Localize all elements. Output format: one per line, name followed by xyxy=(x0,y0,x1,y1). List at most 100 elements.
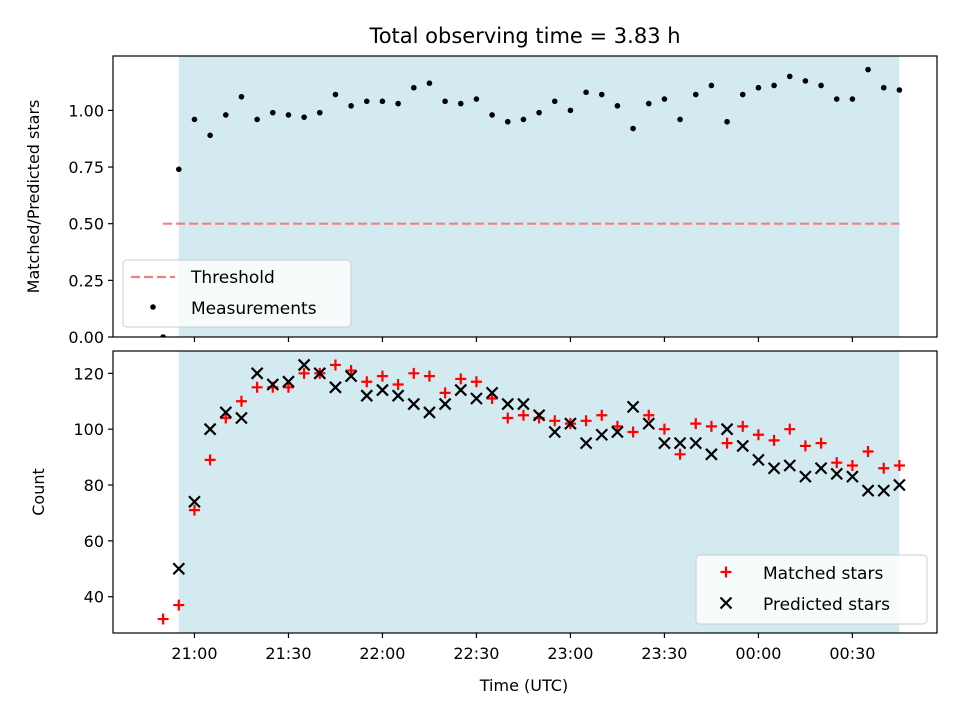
matched-star-point xyxy=(705,420,717,432)
axes-frame xyxy=(112,55,938,338)
measurement-point xyxy=(536,109,542,116)
y-tick-label: 0.50 xyxy=(68,215,104,234)
measurement-point xyxy=(175,166,182,173)
axes-frame xyxy=(112,350,938,634)
measurement-point xyxy=(410,84,417,91)
measurement-point xyxy=(348,103,354,109)
x-tick-label: 23:00 xyxy=(547,644,593,663)
measurement-point xyxy=(677,116,683,123)
predicted-star-point xyxy=(658,436,671,450)
predicted-star-point xyxy=(736,439,750,453)
predicted-star-point xyxy=(673,436,687,450)
measurement-point xyxy=(520,116,527,123)
predicted-star-point xyxy=(861,484,875,497)
legend-matched-swatch xyxy=(720,566,732,578)
measurement-point xyxy=(645,100,652,107)
y-tick-label: 60 xyxy=(84,532,104,551)
legend-measurement-swatch xyxy=(150,304,156,310)
matched-star-point xyxy=(627,426,639,438)
predicted-star-point xyxy=(266,378,280,391)
measurement-point xyxy=(849,96,856,102)
matched-star-point xyxy=(329,359,341,371)
matched-star-point xyxy=(580,415,592,427)
predicted-star-point xyxy=(203,422,217,436)
measurement-point xyxy=(692,91,699,98)
measurement-point xyxy=(551,98,558,105)
matched-star-point xyxy=(455,373,467,385)
matched-star-point xyxy=(596,409,608,421)
y-axis-title: Matched/Predicted stars xyxy=(24,100,43,294)
measurement-point xyxy=(865,66,871,73)
x-axis-title: Time (UTC) xyxy=(479,676,568,695)
legend-predicted-swatch xyxy=(719,596,733,610)
measurement-point xyxy=(160,334,166,337)
matched-star-point xyxy=(470,376,482,388)
matched-star-point xyxy=(893,459,905,471)
x-tick-label: 21:00 xyxy=(171,644,217,663)
predicted-star-point xyxy=(470,392,483,405)
measurement-point xyxy=(489,112,495,118)
y-axis-title: Count xyxy=(29,468,48,516)
predicted-star-point xyxy=(313,367,327,380)
legend-threshold-label: Threshold xyxy=(190,268,275,288)
predicted-star-point xyxy=(219,406,233,419)
matched-star-point xyxy=(878,462,890,474)
x-tick-label: 21:30 xyxy=(265,644,311,663)
x-tick-label: 00:00 xyxy=(735,644,781,663)
matched-star-point xyxy=(502,412,514,424)
predicted-star-point xyxy=(595,428,609,442)
legend-predicted-label: Predicted stars xyxy=(763,595,890,615)
predicted-star-point xyxy=(799,470,812,483)
measurement-point xyxy=(426,80,433,86)
x-tick-label: 22:00 xyxy=(359,644,405,663)
predicted-star-point xyxy=(720,422,734,436)
matched-star-point xyxy=(721,437,733,449)
predicted-star-point xyxy=(344,369,358,383)
y-tick-label: 120 xyxy=(73,364,104,383)
matched-star-point xyxy=(408,367,420,379)
measurement-point xyxy=(238,93,245,100)
y-tick-label: 0.00 xyxy=(68,328,104,347)
measurement-point xyxy=(379,98,386,105)
predicted-star-point xyxy=(846,470,859,483)
measurement-point xyxy=(630,125,636,132)
legend-bottom: Matched stars Predicted stars xyxy=(695,554,928,625)
measurement-point xyxy=(191,116,198,123)
x-tick-label: 23:30 xyxy=(641,644,687,663)
legend-measurement-label: Measurements xyxy=(191,299,317,319)
matched-star-point xyxy=(376,370,388,382)
measurement-point xyxy=(708,82,715,89)
predicted-star-point xyxy=(517,397,530,411)
matched-star-point xyxy=(611,420,623,432)
predicted-star-point xyxy=(642,417,656,430)
predicted-star-point xyxy=(783,459,797,472)
y-tick-label: 40 xyxy=(84,588,104,607)
matched-star-point xyxy=(784,423,796,435)
measurement-point xyxy=(739,91,746,98)
measurement-point xyxy=(598,91,605,98)
matched-star-point xyxy=(831,457,843,469)
matched-star-point xyxy=(235,395,247,407)
predicted-star-point xyxy=(360,389,374,402)
matched-star-point xyxy=(345,365,357,377)
matched-star-point xyxy=(752,429,764,441)
measurement-point xyxy=(786,73,793,80)
predicted-star-point xyxy=(564,417,577,430)
matched-star-point xyxy=(204,454,216,466)
predicted-star-point xyxy=(830,467,844,481)
matched-star-point xyxy=(486,392,498,404)
y-tick-label: 100 xyxy=(73,420,104,439)
measurement-point xyxy=(504,118,511,125)
predicted-star-point xyxy=(188,495,201,509)
predicted-star-point xyxy=(752,453,765,467)
measurement-point xyxy=(363,98,370,105)
matched-star-point xyxy=(188,504,200,516)
measurement-point xyxy=(802,78,809,84)
matched-star-point xyxy=(298,367,310,379)
measurement-point xyxy=(395,100,401,107)
predicted-star-point xyxy=(172,562,186,576)
predicted-star-point xyxy=(250,367,264,380)
measurement-point xyxy=(614,103,621,109)
measurement-point xyxy=(254,116,260,123)
